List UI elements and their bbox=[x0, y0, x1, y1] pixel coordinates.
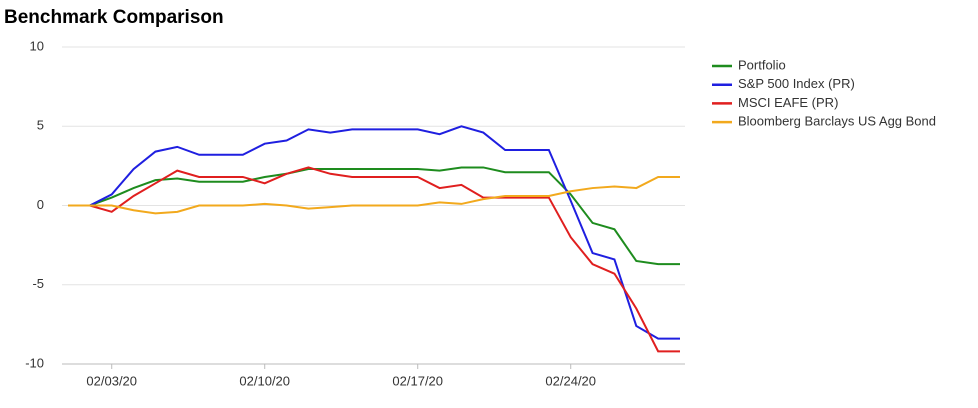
x-tick-label: 02/03/20 bbox=[86, 373, 137, 388]
y-tick-label: 0 bbox=[37, 197, 44, 212]
x-tick-label: 02/24/20 bbox=[545, 373, 596, 388]
y-tick-label: -5 bbox=[32, 276, 44, 291]
x-tick-label: 02/10/20 bbox=[239, 373, 290, 388]
series-line bbox=[68, 166, 680, 266]
legend-label: Portfolio bbox=[738, 57, 786, 72]
x-tick-label: 02/17/20 bbox=[392, 373, 443, 388]
legend-label: Bloomberg Barclays US Agg Bond bbox=[738, 114, 936, 129]
y-tick-label: 10 bbox=[30, 38, 44, 53]
series-line bbox=[68, 175, 680, 215]
series-line bbox=[68, 125, 680, 340]
legend-label: S&P 500 Index (PR) bbox=[738, 76, 855, 91]
y-tick-label: -10 bbox=[25, 355, 44, 370]
chart-title: Benchmark Comparison bbox=[4, 7, 224, 28]
series-line bbox=[68, 166, 680, 353]
legend-label: MSCI EAFE (PR) bbox=[738, 95, 838, 110]
y-tick-label: 5 bbox=[37, 118, 44, 133]
